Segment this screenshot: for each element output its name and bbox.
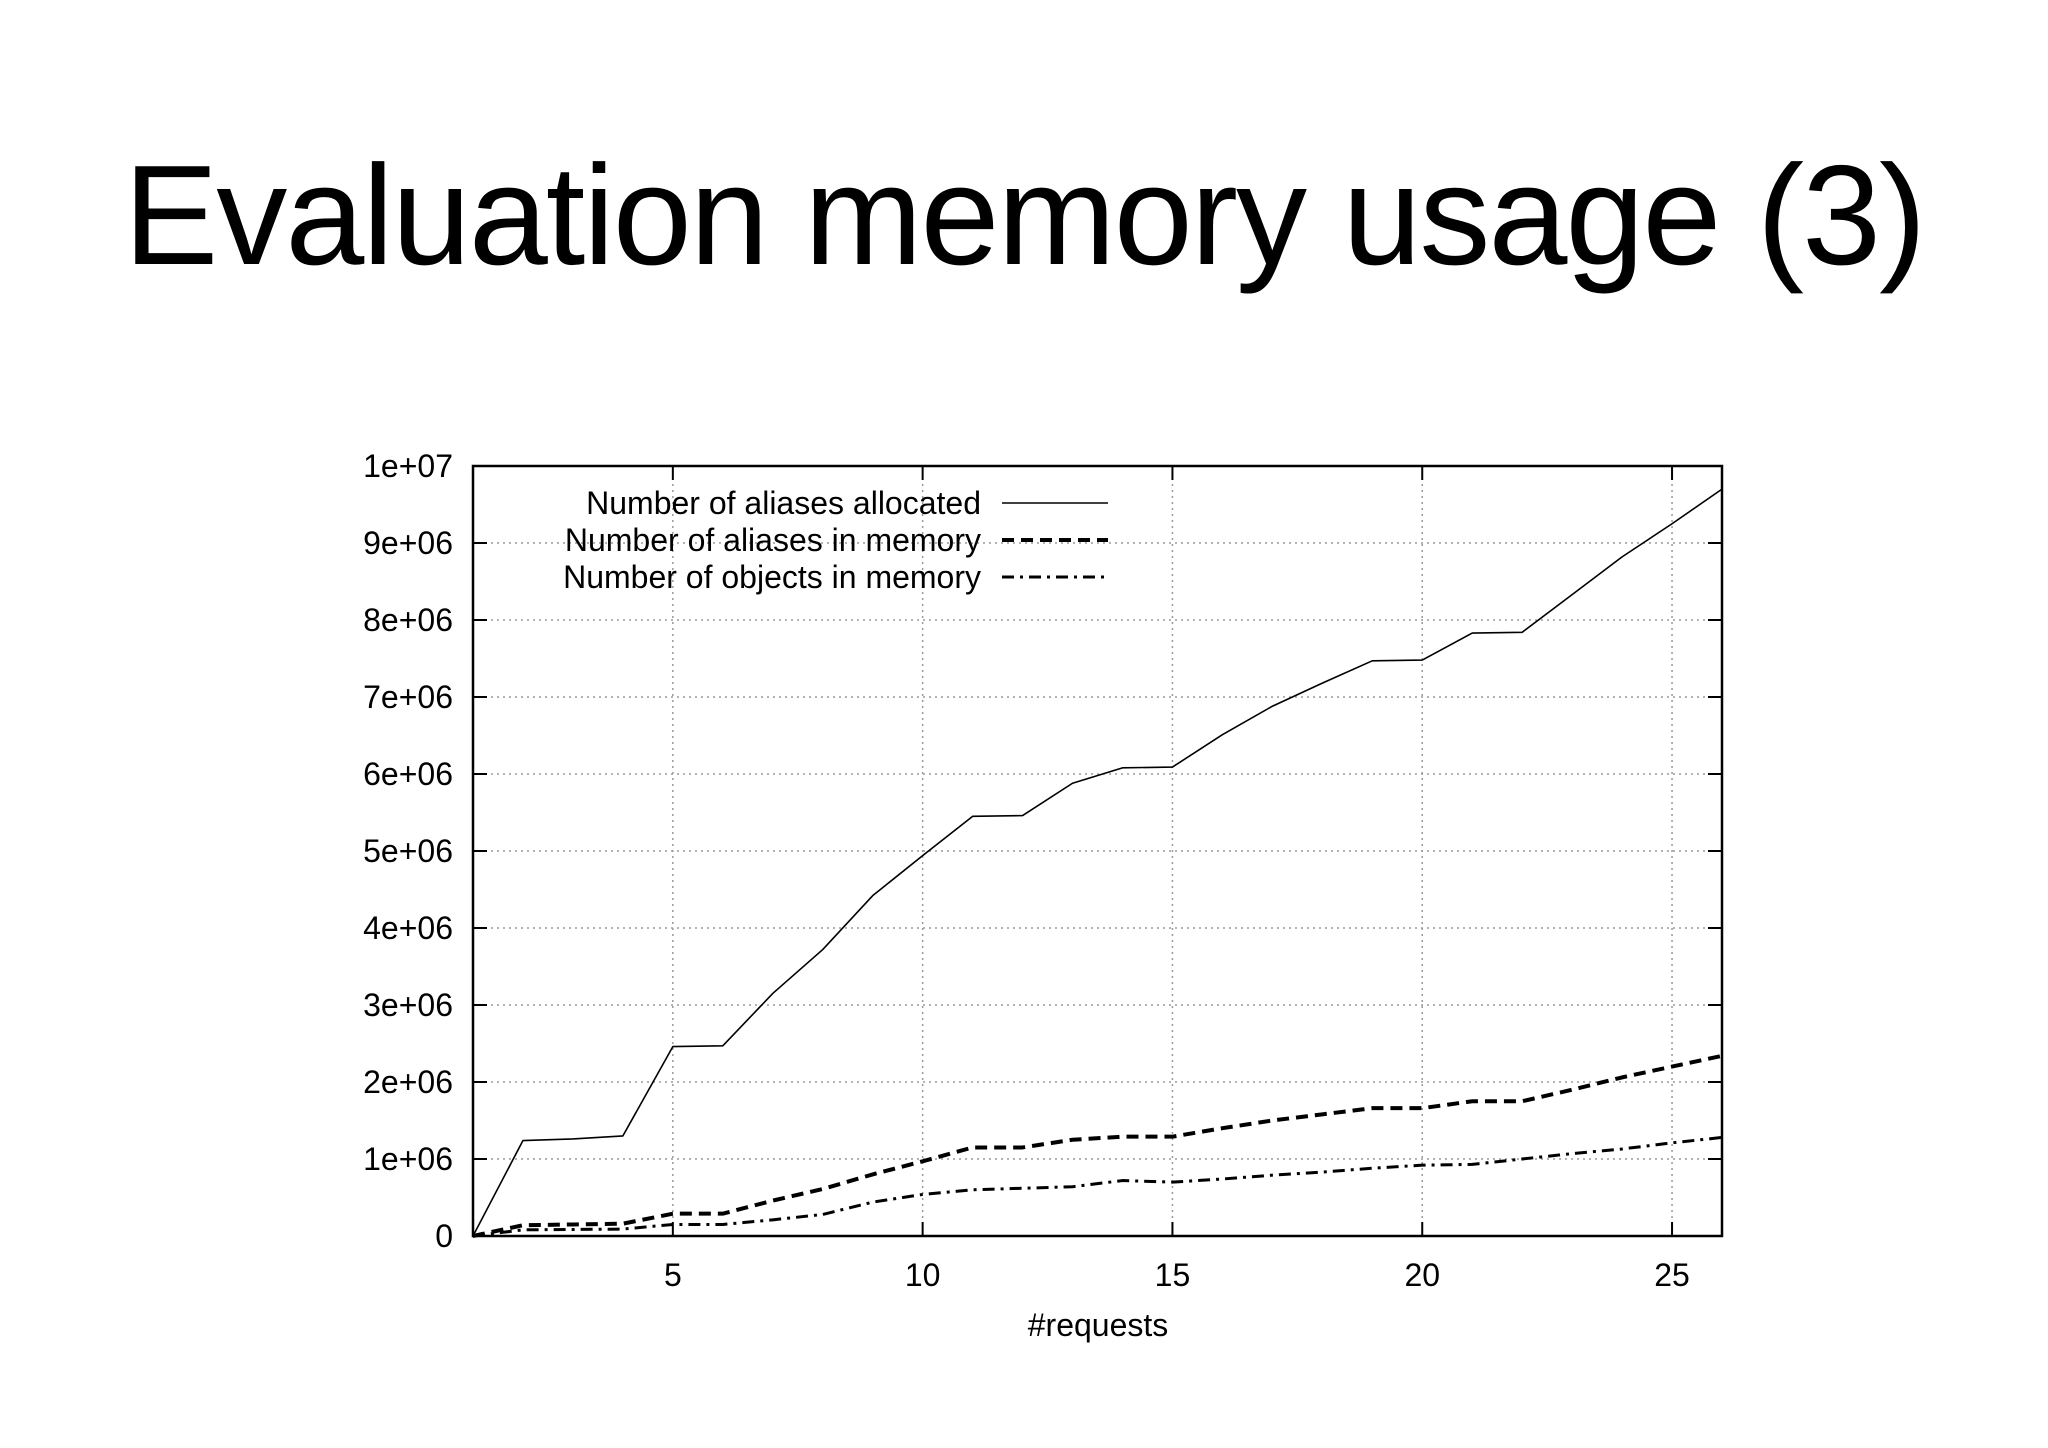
x-tick-label: 5: [664, 1257, 682, 1293]
series-line-2: [472, 1053, 1723, 1238]
grid-lines: [473, 466, 1722, 1236]
x-axis-label: #requests: [1028, 1307, 1169, 1343]
series-line-1: [472, 488, 1723, 1237]
y-tick-label: 2e+06: [363, 1064, 453, 1100]
legend-label: Number of aliases allocated: [586, 485, 981, 521]
y-tick-label: 1e+06: [363, 1141, 453, 1177]
slide-title: Evaluation memory usage (3): [123, 136, 1927, 295]
x-tick-label: 25: [1654, 1257, 1690, 1293]
y-tick-label: 7e+06: [363, 679, 453, 715]
y-tick-label: 5e+06: [363, 833, 453, 869]
y-tick-label: 4e+06: [363, 910, 453, 946]
y-tick-label: 8e+06: [363, 602, 453, 638]
series-lines: [472, 488, 1723, 1238]
series-line-3: [472, 1135, 1723, 1238]
legend-label: Number of aliases in memory: [565, 522, 981, 558]
y-tick-label: 3e+06: [363, 987, 453, 1023]
x-axis-ticks: 5 10 15 20 25: [664, 466, 1690, 1293]
y-tick-label: 6e+06: [363, 756, 453, 792]
x-tick-label: 10: [905, 1257, 941, 1293]
y-tick-label: 9e+06: [363, 525, 453, 561]
y-tick-label: 1e+07: [363, 448, 453, 484]
x-tick-label: 15: [1155, 1257, 1191, 1293]
legend-label: Number of objects in memory: [563, 559, 981, 595]
y-axis-ticks: 0 1e+06 2e+06 3e+06 4e+06 5e+06 6e+06 7e+06 8e+0…: [363, 448, 1722, 1254]
y-tick-label: 0: [435, 1218, 453, 1254]
x-tick-label: 20: [1404, 1257, 1440, 1293]
